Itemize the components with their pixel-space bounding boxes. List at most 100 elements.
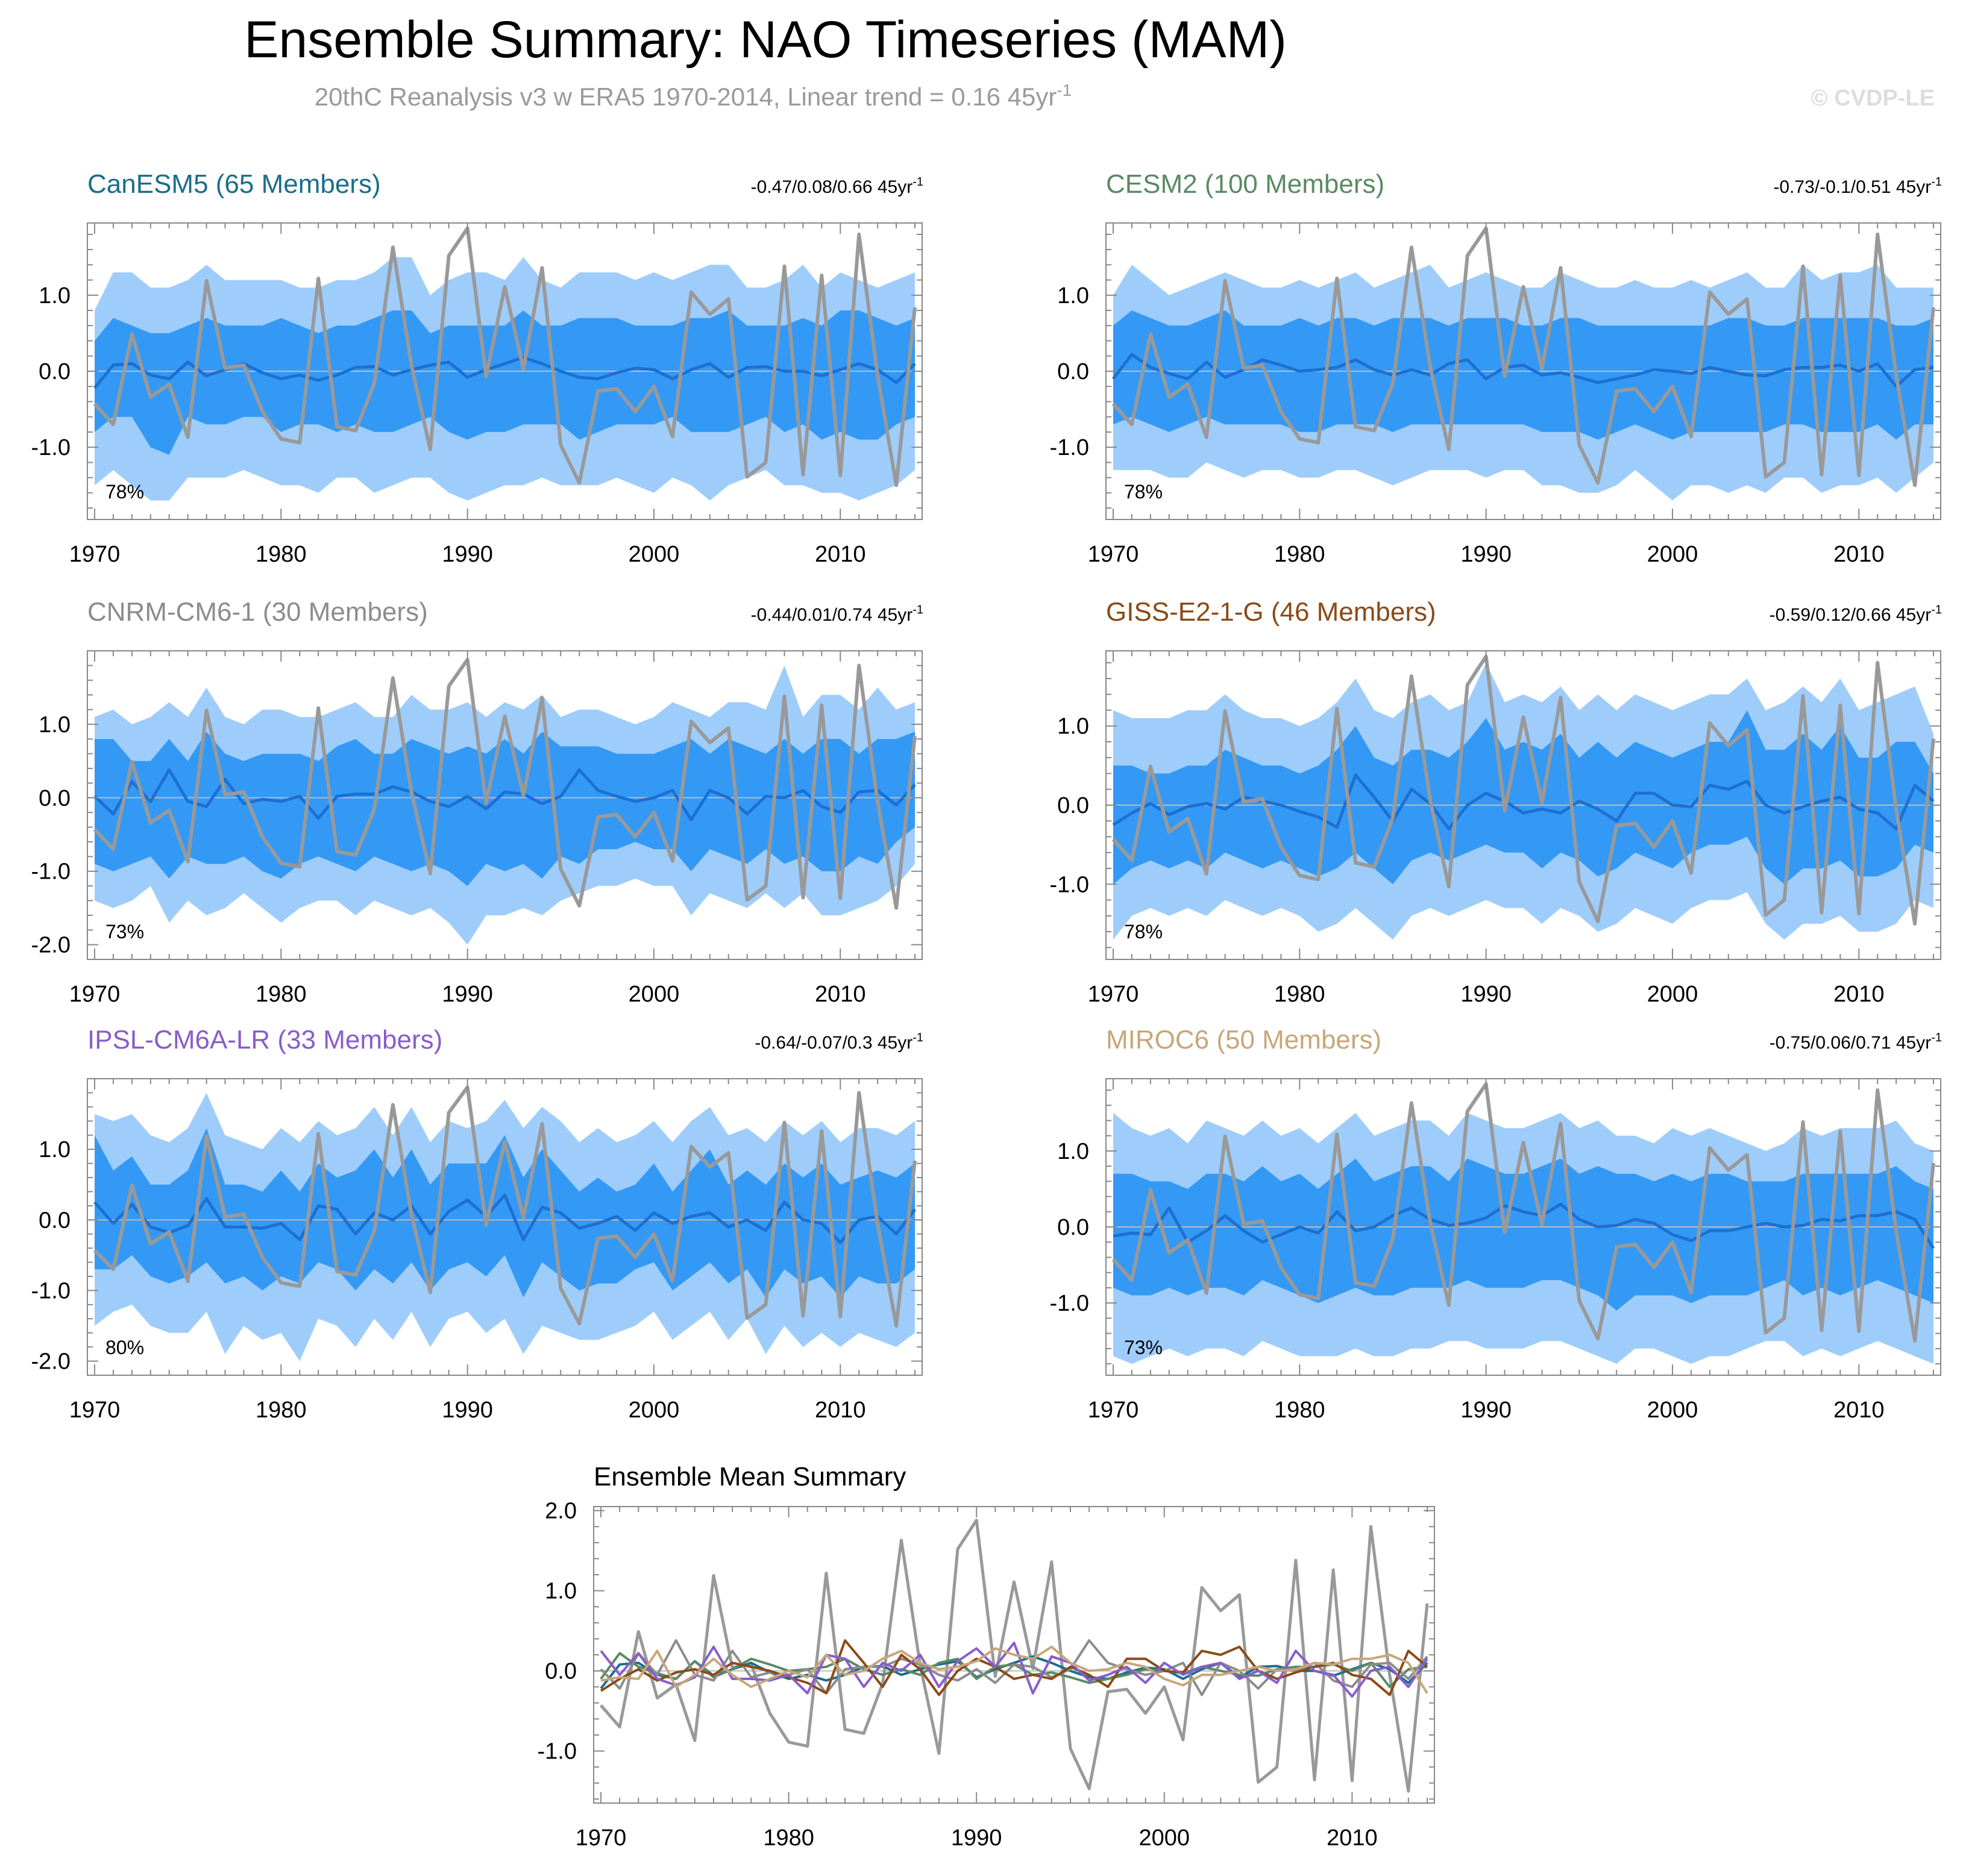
panel-stats-exponent: -1: [1931, 175, 1942, 189]
x-tick-label: 2000: [1139, 1825, 1190, 1851]
y-tick-label: 0.0: [39, 359, 71, 384]
panel-title: MIROC6 (50 Members): [1106, 1025, 1381, 1055]
panel-stats: -0.73/-0.1/0.51 45yr-1: [1773, 175, 1942, 197]
member-panel-1: 1970 1980 1990 2000 2010 -1.0 0.0 1.0 CanESM5 (6…: [31, 169, 923, 567]
panel-percent-label: 78%: [105, 481, 144, 503]
x-tick-label: 2010: [1833, 1398, 1885, 1423]
x-tick-label: 2010: [1833, 542, 1885, 567]
panel-stats-exponent: -1: [1931, 1031, 1942, 1044]
ensemble-mean-line: [93, 1193, 916, 1244]
x-tick-label: 1970: [1088, 982, 1139, 1007]
y-tick-label: 1.0: [39, 1137, 71, 1162]
y-tick-label: 0.0: [545, 1659, 577, 1684]
panel-stats: -0.75/0.06/0.71 45yr-1: [1770, 1031, 1942, 1053]
panel-stats-text: -0.59/0.12/0.66 45yr: [1770, 605, 1932, 625]
panel-stats-text: -0.44/0.01/0.74 45yr: [751, 605, 913, 625]
x-tick-label: 2000: [1647, 982, 1698, 1007]
panel-percent-label: 80%: [105, 1337, 144, 1358]
figure-title: Ensemble Summary: NAO Timeseries (MAM): [244, 11, 1287, 69]
x-tick-label: 2000: [629, 542, 680, 567]
ensemble-mean-line: [93, 768, 916, 821]
y-tick-label: 1.0: [1057, 283, 1089, 309]
panel-title: CNRM-CM6-1 (30 Members): [87, 597, 428, 627]
x-tick-label: 1970: [69, 542, 121, 567]
member-panel-3: 1970 1980 1990 2000 2010 -2.0 -1.0 0.0 1.0 CNRM-C…: [31, 597, 923, 1007]
y-tick-label: -1.0: [1050, 872, 1089, 897]
panel-stats: -0.59/0.12/0.66 45yr-1: [1770, 603, 1942, 625]
y-tick-label: 1.0: [39, 283, 71, 309]
y-tick-label: -1.0: [538, 1739, 577, 1765]
observed-line: [1111, 1082, 1935, 1343]
panel-stats-exponent: -1: [912, 603, 923, 616]
observed-line: [93, 1085, 917, 1328]
x-tick-label: 1980: [1274, 542, 1325, 567]
x-tick-label: 2010: [1833, 982, 1885, 1007]
panel-stats-text: -0.73/-0.1/0.51 45yr: [1773, 177, 1931, 197]
inner-spread-band: [95, 310, 915, 455]
summary-title: Ensemble Mean Summary: [594, 1462, 906, 1492]
y-tick-label: 1.0: [545, 1579, 577, 1604]
x-tick-label: 2010: [815, 542, 866, 567]
member-panel-2: 1970 1980 1990 2000 2010 -1.0 0.0 1.0 CESM2 (100…: [1050, 169, 1942, 567]
x-tick-label: 1990: [951, 1825, 1002, 1851]
panel-percent-label: 73%: [1124, 1337, 1163, 1358]
observed-line: [93, 226, 917, 488]
x-tick-label: 1980: [763, 1825, 814, 1851]
y-tick-label: -1.0: [31, 1278, 71, 1303]
panel-title: IPSL-CM6A-LR (33 Members): [87, 1025, 442, 1055]
x-tick-label: 2000: [629, 982, 680, 1007]
x-tick-label: 1970: [576, 1825, 627, 1851]
y-tick-label: -1.0: [31, 435, 71, 460]
x-tick-label: 1990: [442, 1398, 493, 1423]
y-tick-label: -1.0: [1050, 1291, 1089, 1316]
x-tick-label: 1970: [69, 1398, 121, 1423]
panel-title: CanESM5 (65 Members): [87, 169, 381, 199]
figure-subtitle-exponent: -1: [1057, 81, 1072, 99]
y-tick-label: -2.0: [31, 1349, 71, 1375]
y-tick-label: -2.0: [31, 933, 71, 958]
panel-stats-exponent: -1: [912, 1031, 923, 1044]
x-tick-label: 1970: [69, 982, 121, 1007]
member-panel-4: 1970 1980 1990 2000 2010 -1.0 0.0 1.0 GISS-E2-1-…: [1050, 597, 1942, 1007]
x-tick-label: 2000: [1647, 542, 1698, 567]
ensemble-mean-summary-panel: 1970 1980 1990 2000 2010 -1.0 0.0 1.0 2.0 Ensembl…: [538, 1462, 1435, 1851]
observed-line: [1111, 226, 1935, 488]
observed-line: [93, 657, 917, 910]
panel-title: CESM2 (100 Members): [1106, 169, 1384, 199]
x-tick-label: 2010: [815, 982, 866, 1007]
watermark: © CVDP-LE: [1811, 86, 1935, 111]
inner-spread-band: [1113, 1158, 1933, 1311]
panel-stats: -0.47/0.08/0.66 45yr-1: [751, 175, 923, 197]
x-tick-label: 1980: [256, 542, 307, 567]
ensemble-mean-line: [1113, 1202, 1935, 1249]
observed-line: [1111, 654, 1935, 926]
figure-subtitle-text: 20thC Reanalysis v3 w ERA5 1970-2014, Li…: [315, 83, 1057, 111]
model-mean-line: [600, 1639, 1428, 1696]
x-tick-label: 1980: [256, 1398, 307, 1423]
inner-spread-band: [1113, 310, 1933, 440]
x-tick-label: 1990: [1460, 1398, 1512, 1423]
panel-title: GISS-E2-1-G (46 Members): [1106, 597, 1436, 627]
panel-percent-label: 73%: [105, 921, 144, 943]
panel-stats: -0.44/0.01/0.74 45yr-1: [751, 603, 923, 625]
y-tick-label: 2.0: [545, 1499, 577, 1524]
y-tick-label: 0.0: [1057, 359, 1089, 384]
inner-spread-band: [95, 1128, 915, 1298]
x-tick-label: 1990: [442, 542, 493, 567]
y-tick-label: 0.0: [1057, 793, 1089, 818]
x-tick-label: 1980: [1274, 1398, 1325, 1423]
x-tick-label: 1980: [1274, 982, 1325, 1007]
y-tick-label: 0.0: [1057, 1215, 1089, 1240]
y-tick-label: 1.0: [1057, 1139, 1089, 1164]
y-tick-label: 0.0: [39, 1208, 71, 1233]
x-tick-label: 2000: [629, 1398, 680, 1423]
x-tick-label: 1970: [1088, 1398, 1139, 1423]
figure-subtitle: 20thC Reanalysis v3 w ERA5 1970-2014, Li…: [315, 81, 1072, 111]
panel-percent-label: 78%: [1124, 481, 1163, 503]
panel-stats: -0.64/-0.07/0.3 45yr-1: [755, 1031, 923, 1053]
panel-percent-label: 78%: [1124, 921, 1163, 943]
x-tick-label: 1990: [1460, 542, 1512, 567]
y-tick-label: 1.0: [39, 712, 71, 738]
x-tick-label: 1990: [442, 982, 493, 1007]
